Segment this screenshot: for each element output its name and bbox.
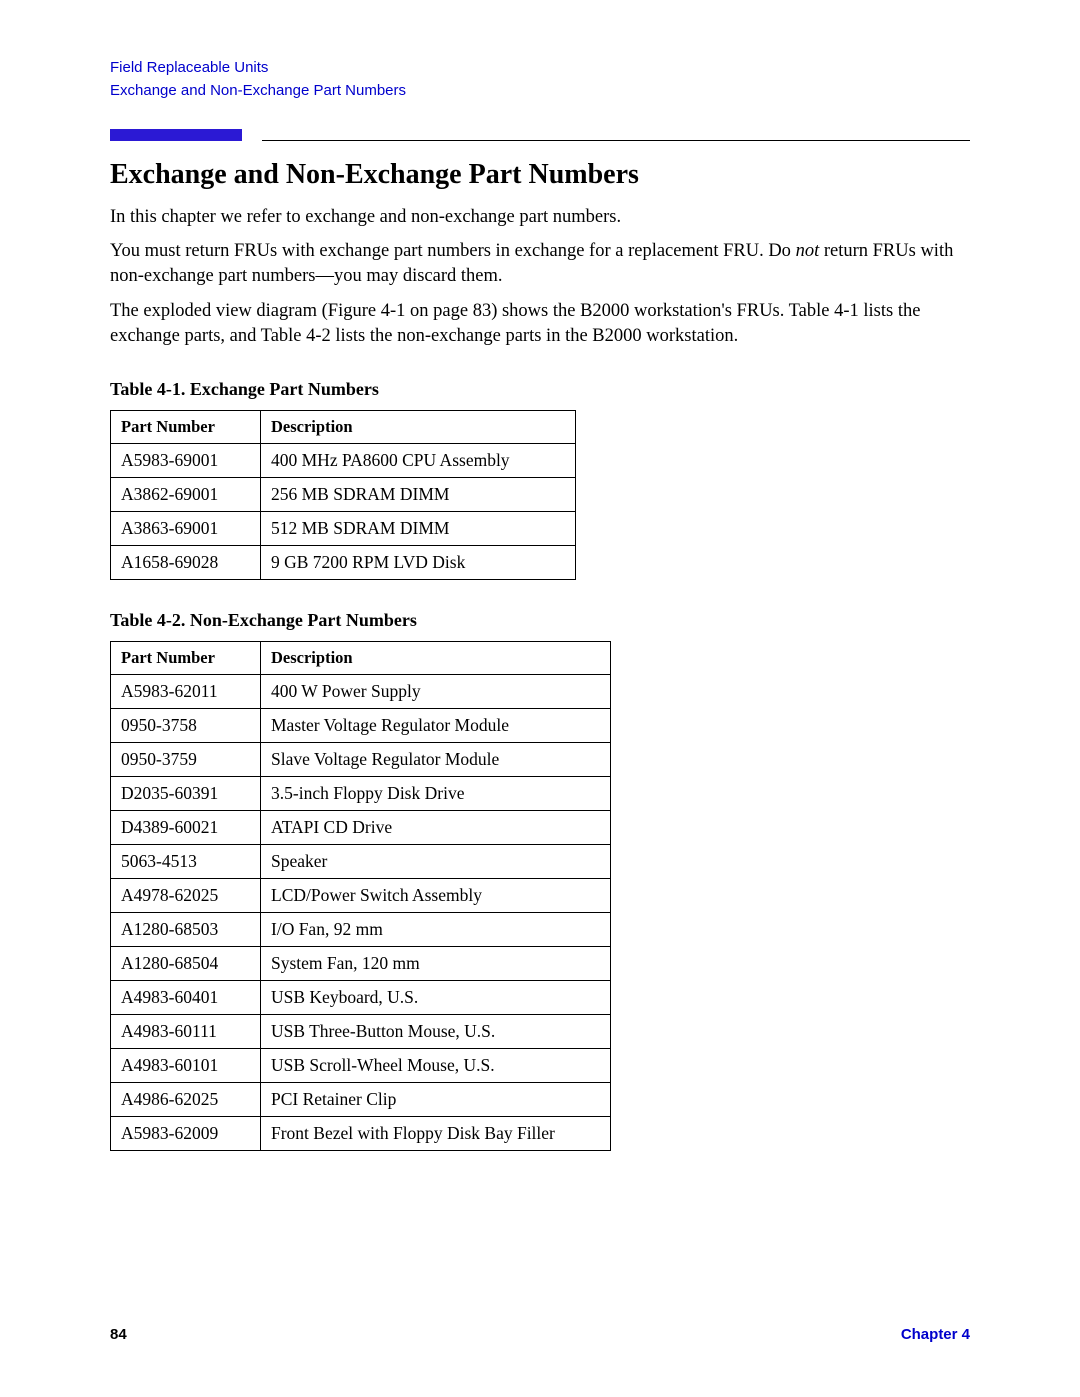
cell-description: 512 MB SDRAM DIMM: [261, 512, 576, 546]
table-header-row: Part Number Description: [111, 642, 611, 675]
table-row: A1280-68504System Fan, 120 mm: [111, 947, 611, 981]
cell-description: 9 GB 7200 RPM LVD Disk: [261, 546, 576, 580]
cell-part-number: A1280-68503: [111, 913, 261, 947]
table-row: A1658-690289 GB 7200 RPM LVD Disk: [111, 546, 576, 580]
cell-description: USB Three-Button Mouse, U.S.: [261, 1015, 611, 1049]
table-row: A4986-62025PCI Retainer Clip: [111, 1083, 611, 1117]
divider-row: [110, 129, 970, 141]
intro-paragraph-1: In this chapter we refer to exchange and…: [110, 205, 970, 230]
p2-emphasis: not: [796, 241, 820, 261]
breadcrumb: Field Replaceable Units Exchange and Non…: [110, 56, 970, 103]
table-2-caption: Table 4-2. Non-Exchange Part Numbers: [110, 610, 970, 631]
table-row: D2035-603913.5-inch Floppy Disk Drive: [111, 777, 611, 811]
cell-part-number: 0950-3759: [111, 743, 261, 777]
page-footer: 84 Chapter 4: [110, 1326, 970, 1343]
cell-description: USB Keyboard, U.S.: [261, 981, 611, 1015]
table-row: A5983-62011400 W Power Supply: [111, 675, 611, 709]
table-row: A3863-69001512 MB SDRAM DIMM: [111, 512, 576, 546]
cell-description: 400 W Power Supply: [261, 675, 611, 709]
cell-description: 256 MB SDRAM DIMM: [261, 478, 576, 512]
header-description: Description: [261, 411, 576, 444]
cell-part-number: 5063-4513: [111, 845, 261, 879]
p2-part-a: You must return FRUs with exchange part …: [110, 241, 796, 261]
cell-description: System Fan, 120 mm: [261, 947, 611, 981]
cell-part-number: A5983-69001: [111, 444, 261, 478]
table-row: A3862-69001256 MB SDRAM DIMM: [111, 478, 576, 512]
cell-part-number: D4389-60021: [111, 811, 261, 845]
cell-part-number: D2035-60391: [111, 777, 261, 811]
exchange-parts-table: Part Number Description A5983-69001400 M…: [110, 410, 576, 580]
breadcrumb-line-1: Field Replaceable Units: [110, 56, 970, 79]
table-row: A4983-60101USB Scroll-Wheel Mouse, U.S.: [111, 1049, 611, 1083]
cell-part-number: A5983-62009: [111, 1117, 261, 1151]
cell-part-number: A3862-69001: [111, 478, 261, 512]
table-row: A4983-60401USB Keyboard, U.S.: [111, 981, 611, 1015]
table-row: A5983-62009Front Bezel with Floppy Disk …: [111, 1117, 611, 1151]
table-row: A4983-60111USB Three-Button Mouse, U.S.: [111, 1015, 611, 1049]
chapter-label: Chapter 4: [901, 1326, 970, 1343]
cell-description: 400 MHz PA8600 CPU Assembly: [261, 444, 576, 478]
non-exchange-parts-table: Part Number Description A5983-62011400 W…: [110, 641, 611, 1151]
cell-part-number: A4983-60101: [111, 1049, 261, 1083]
cell-part-number: A5983-62011: [111, 675, 261, 709]
cell-part-number: A4986-62025: [111, 1083, 261, 1117]
thick-blue-rule: [110, 129, 242, 141]
cell-description: I/O Fan, 92 mm: [261, 913, 611, 947]
cell-description: Speaker: [261, 845, 611, 879]
table-row: A5983-69001400 MHz PA8600 CPU Assembly: [111, 444, 576, 478]
table-row: 5063-4513Speaker: [111, 845, 611, 879]
cell-part-number: A4978-62025: [111, 879, 261, 913]
cell-description: Slave Voltage Regulator Module: [261, 743, 611, 777]
section-title: Exchange and Non-Exchange Part Numbers: [110, 159, 970, 191]
cell-description: Master Voltage Regulator Module: [261, 709, 611, 743]
cell-description: PCI Retainer Clip: [261, 1083, 611, 1117]
cell-part-number: 0950-3758: [111, 709, 261, 743]
cell-part-number: A4983-60111: [111, 1015, 261, 1049]
document-page: Field Replaceable Units Exchange and Non…: [0, 0, 1080, 1201]
table-row: 0950-3758Master Voltage Regulator Module: [111, 709, 611, 743]
cell-part-number: A1280-68504: [111, 947, 261, 981]
cell-description: 3.5-inch Floppy Disk Drive: [261, 777, 611, 811]
header-part-number: Part Number: [111, 411, 261, 444]
cell-description: Front Bezel with Floppy Disk Bay Filler: [261, 1117, 611, 1151]
table-1-caption: Table 4-1. Exchange Part Numbers: [110, 379, 970, 400]
table-row: A1280-68503I/O Fan, 92 mm: [111, 913, 611, 947]
intro-paragraph-2: You must return FRUs with exchange part …: [110, 239, 970, 289]
table-row: 0950-3759Slave Voltage Regulator Module: [111, 743, 611, 777]
breadcrumb-line-2: Exchange and Non-Exchange Part Numbers: [110, 79, 970, 102]
thin-black-rule: [262, 140, 970, 141]
table-row: D4389-60021ATAPI CD Drive: [111, 811, 611, 845]
page-number: 84: [110, 1326, 127, 1343]
cell-description: USB Scroll-Wheel Mouse, U.S.: [261, 1049, 611, 1083]
cell-description: ATAPI CD Drive: [261, 811, 611, 845]
header-description: Description: [261, 642, 611, 675]
table-row: A4978-62025LCD/Power Switch Assembly: [111, 879, 611, 913]
header-part-number: Part Number: [111, 642, 261, 675]
cell-part-number: A3863-69001: [111, 512, 261, 546]
intro-paragraph-3: The exploded view diagram (Figure 4-1 on…: [110, 299, 970, 349]
cell-description: LCD/Power Switch Assembly: [261, 879, 611, 913]
cell-part-number: A1658-69028: [111, 546, 261, 580]
cell-part-number: A4983-60401: [111, 981, 261, 1015]
table-header-row: Part Number Description: [111, 411, 576, 444]
